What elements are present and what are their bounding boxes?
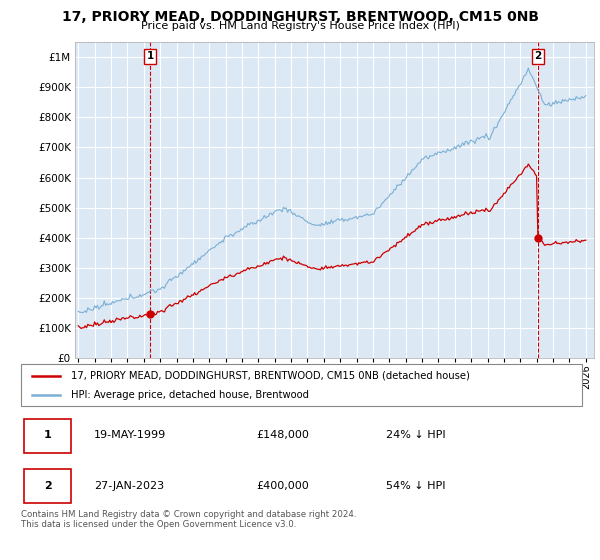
Text: 19-MAY-1999: 19-MAY-1999 xyxy=(94,431,166,440)
FancyBboxPatch shape xyxy=(24,419,71,453)
Text: 2: 2 xyxy=(534,52,541,62)
Text: HPI: Average price, detached house, Brentwood: HPI: Average price, detached house, Bren… xyxy=(71,390,310,400)
Text: 17, PRIORY MEAD, DODDINGHURST, BRENTWOOD, CM15 0NB (detached house): 17, PRIORY MEAD, DODDINGHURST, BRENTWOOD… xyxy=(71,371,470,381)
FancyBboxPatch shape xyxy=(24,469,71,503)
Text: Price paid vs. HM Land Registry's House Price Index (HPI): Price paid vs. HM Land Registry's House … xyxy=(140,21,460,31)
Text: 27-JAN-2023: 27-JAN-2023 xyxy=(94,481,164,491)
Text: 1: 1 xyxy=(146,52,154,62)
Text: 2: 2 xyxy=(44,481,52,491)
Text: 24% ↓ HPI: 24% ↓ HPI xyxy=(386,431,445,440)
Text: 17, PRIORY MEAD, DODDINGHURST, BRENTWOOD, CM15 0NB: 17, PRIORY MEAD, DODDINGHURST, BRENTWOOD… xyxy=(62,10,539,24)
Text: £148,000: £148,000 xyxy=(257,431,310,440)
Text: Contains HM Land Registry data © Crown copyright and database right 2024.
This d: Contains HM Land Registry data © Crown c… xyxy=(21,510,356,529)
Text: £400,000: £400,000 xyxy=(257,481,310,491)
Text: 54% ↓ HPI: 54% ↓ HPI xyxy=(386,481,445,491)
Text: 1: 1 xyxy=(44,431,52,440)
